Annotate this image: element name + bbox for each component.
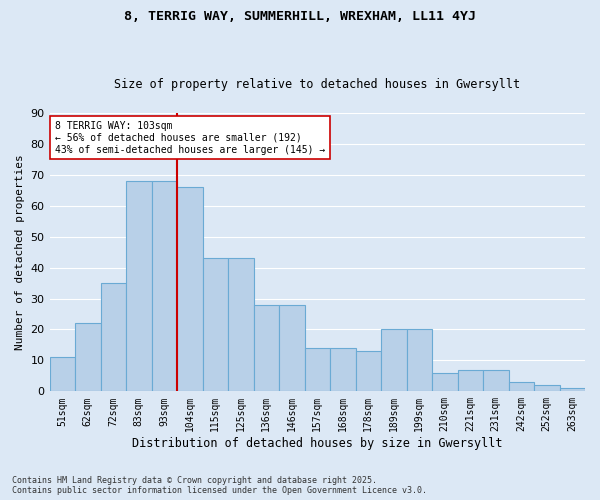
- Bar: [177, 187, 203, 392]
- Bar: [254, 304, 279, 392]
- Text: Contains HM Land Registry data © Crown copyright and database right 2025.
Contai: Contains HM Land Registry data © Crown c…: [12, 476, 427, 495]
- Bar: [279, 304, 305, 392]
- Bar: [509, 382, 534, 392]
- Title: Size of property relative to detached houses in Gwersyllt: Size of property relative to detached ho…: [114, 78, 520, 91]
- Bar: [50, 358, 75, 392]
- Bar: [305, 348, 330, 392]
- Bar: [330, 348, 356, 392]
- Bar: [458, 370, 483, 392]
- Bar: [534, 385, 560, 392]
- Bar: [356, 351, 381, 392]
- Bar: [75, 324, 101, 392]
- Text: 8, TERRIG WAY, SUMMERHILL, WREXHAM, LL11 4YJ: 8, TERRIG WAY, SUMMERHILL, WREXHAM, LL11…: [124, 10, 476, 23]
- Bar: [228, 258, 254, 392]
- Bar: [483, 370, 509, 392]
- Bar: [152, 181, 177, 392]
- Y-axis label: Number of detached properties: Number of detached properties: [15, 154, 25, 350]
- Bar: [432, 373, 458, 392]
- Bar: [407, 330, 432, 392]
- Text: 8 TERRIG WAY: 103sqm
← 56% of detached houses are smaller (192)
43% of semi-deta: 8 TERRIG WAY: 103sqm ← 56% of detached h…: [55, 122, 325, 154]
- Bar: [101, 283, 126, 392]
- Bar: [203, 258, 228, 392]
- Bar: [381, 330, 407, 392]
- X-axis label: Distribution of detached houses by size in Gwersyllt: Distribution of detached houses by size …: [132, 437, 503, 450]
- Bar: [560, 388, 585, 392]
- Bar: [126, 181, 152, 392]
